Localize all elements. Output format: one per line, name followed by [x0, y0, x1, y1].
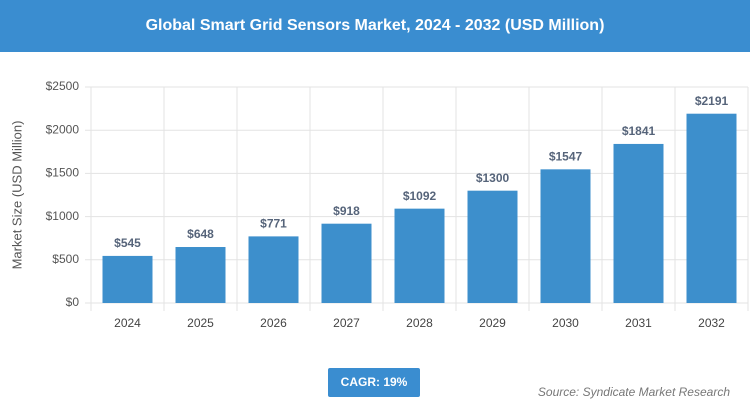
bar	[394, 208, 445, 303]
value-label: $1300	[476, 171, 510, 185]
x-tick-label: 2028	[406, 316, 433, 330]
value-label: $1841	[622, 124, 656, 138]
y-tick-label: $1000	[46, 209, 80, 223]
bar	[686, 113, 737, 303]
bar	[321, 223, 372, 303]
source-note: Source: Syndicate Market Research	[538, 385, 730, 399]
x-tick-label: 2027	[333, 316, 360, 330]
value-label: $1092	[403, 189, 437, 203]
y-tick-label: $500	[52, 252, 79, 266]
value-label: $771	[260, 217, 287, 231]
y-tick-label: $2000	[46, 122, 80, 136]
x-tick-label: 2024	[114, 316, 141, 330]
value-label: $545	[114, 236, 141, 250]
value-label: $2191	[695, 94, 729, 108]
value-label: $918	[333, 204, 360, 218]
chart-title: Global Smart Grid Sensors Market, 2024 -…	[146, 17, 605, 34]
y-tick-label: $0	[66, 295, 80, 309]
bar	[102, 255, 153, 303]
bar	[540, 169, 591, 303]
x-tick-label: 2030	[552, 316, 579, 330]
y-axis-title: Market Size (USD Million)	[9, 121, 24, 270]
y-tick-label: $2500	[46, 79, 80, 93]
cagr-label: CAGR: 19%	[341, 375, 408, 389]
title-bar	[0, 0, 750, 52]
bar	[248, 236, 299, 303]
x-tick-label: 2025	[187, 316, 214, 330]
bar	[467, 190, 518, 303]
x-tick-label: 2026	[260, 316, 287, 330]
bar	[175, 247, 226, 303]
x-tick-label: 2031	[625, 316, 652, 330]
y-tick-label: $1500	[46, 166, 80, 180]
x-tick-label: 2029	[479, 316, 506, 330]
bar	[613, 143, 664, 303]
cagr-badge	[328, 368, 420, 397]
x-tick-label: 2032	[698, 316, 725, 330]
value-label: $648	[187, 227, 214, 241]
value-label: $1547	[549, 150, 583, 164]
